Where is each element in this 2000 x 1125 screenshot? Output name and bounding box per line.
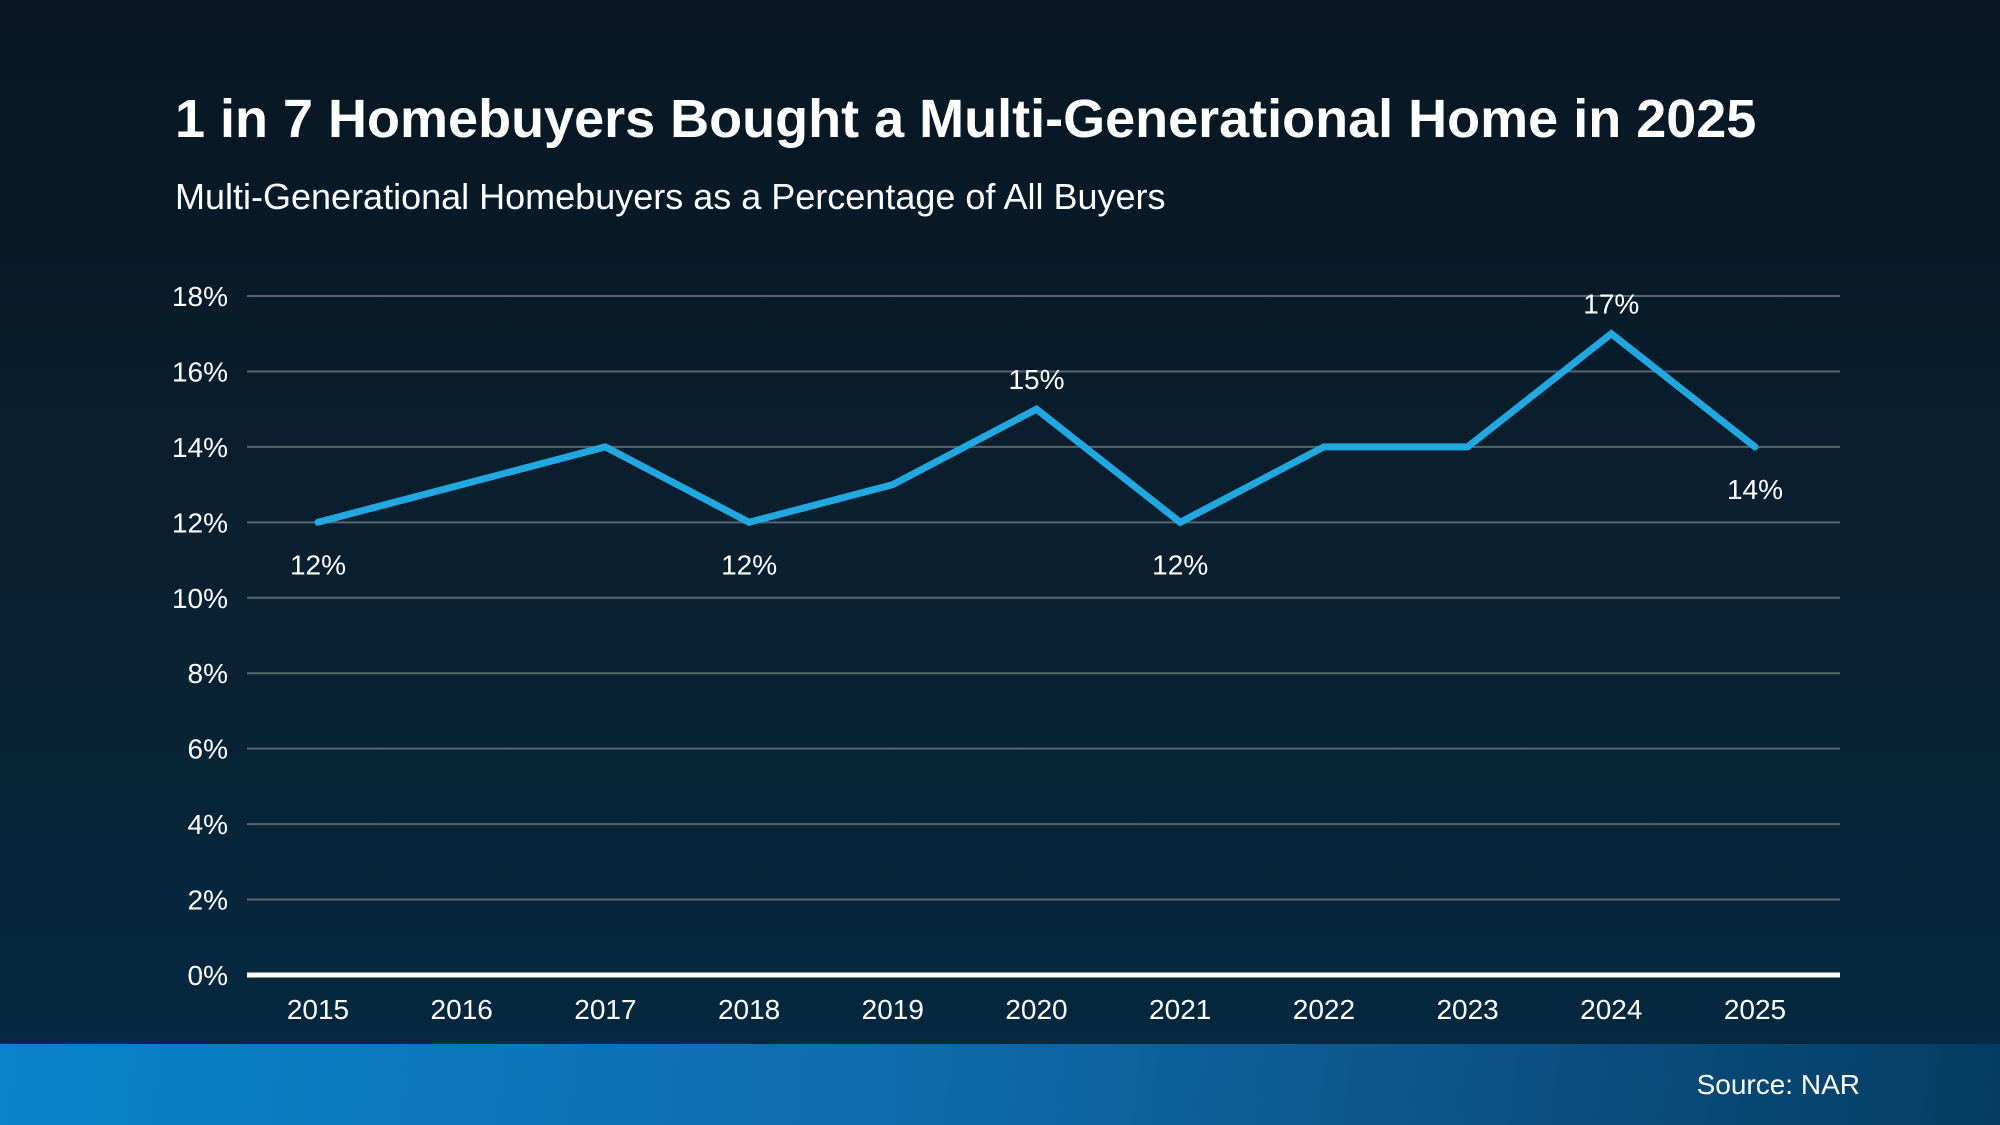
y-tick-label: 6% (188, 734, 228, 765)
data-point-label: 12% (721, 549, 777, 580)
x-tick-label: 2015 (287, 994, 349, 1025)
data-line (314, 329, 1759, 527)
data-point-label: 17% (1583, 289, 1639, 320)
x-tick-label: 2018 (718, 994, 780, 1025)
data-point-label: 15% (1008, 364, 1064, 395)
y-tick-label: 4% (188, 809, 228, 840)
x-tick-label: 2025 (1724, 994, 1786, 1025)
footer-bar: Source: NAR (0, 1044, 2000, 1125)
y-tick-label: 18% (172, 281, 228, 312)
chart-title: 1 in 7 Homebuyers Bought a Multi-Generat… (175, 89, 1757, 149)
y-tick-label: 2% (188, 885, 228, 916)
y-tick-label: 14% (172, 432, 228, 463)
y-tick-label: 10% (172, 583, 228, 614)
data-point-label: 14% (1727, 474, 1783, 505)
x-tick-label: 2020 (1005, 994, 1067, 1025)
x-tick-label: 2016 (431, 994, 493, 1025)
y-tick-label: 8% (188, 658, 228, 689)
x-tick-label: 2019 (862, 994, 924, 1025)
data-point-label: 12% (290, 549, 346, 580)
x-tick-label: 2024 (1580, 994, 1642, 1025)
y-tick-label: 0% (188, 960, 228, 991)
y-tick-label: 12% (172, 507, 228, 538)
x-tick-label: 2017 (574, 994, 636, 1025)
y-tick-label: 16% (172, 356, 228, 387)
data-point-label: 12% (1152, 549, 1208, 580)
x-tick-label: 2023 (1436, 994, 1498, 1025)
source-label: Source: NAR (1696, 1068, 1860, 1100)
chart-subtitle: Multi-Generational Homebuyers as a Perce… (175, 176, 1166, 217)
x-tick-label: 2021 (1149, 994, 1211, 1025)
x-tick-label: 2022 (1293, 994, 1355, 1025)
